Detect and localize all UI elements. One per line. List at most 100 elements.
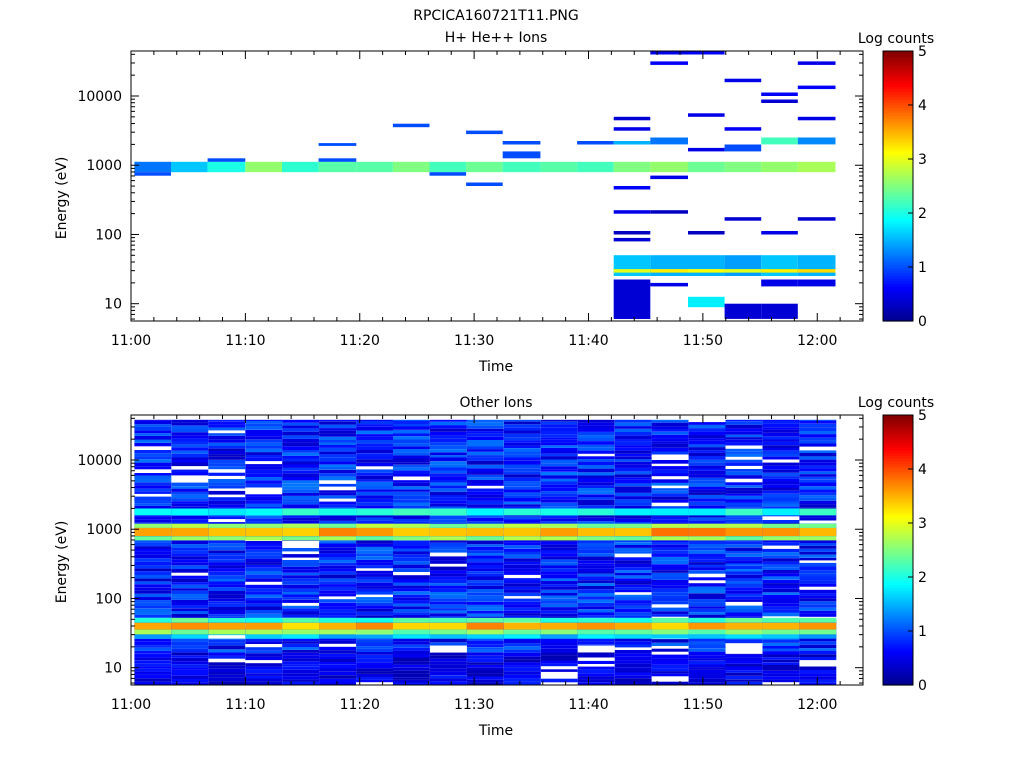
heatmap-cell [171,582,209,585]
heatmap-cell [134,587,172,591]
heatmap-cell [762,588,800,593]
heatmap-cell [393,657,430,662]
intensity-band [762,527,800,537]
heatmap-cell [208,490,246,495]
heatmap-cell [245,483,283,488]
heatmap-cell [245,541,283,544]
intensity-band [208,536,246,541]
heatmap-cell [577,447,615,451]
heatmap-cell [725,419,763,422]
heatmap-cell [799,504,837,508]
colorbar-swatch [883,474,913,478]
heatmap-cell [540,515,578,519]
x-tick-label: 12:00 [797,333,837,349]
heatmap-cell [688,444,726,448]
heatmap-cell [540,607,578,611]
heatmap-cell [208,546,246,551]
heatmap-cell [762,609,800,613]
heatmap-cell [688,638,726,642]
heatmap-cell [393,548,430,552]
heatmap-cell [762,612,800,617]
heatmap-cell [651,582,689,586]
heatmap-cell [614,678,652,682]
heatmap-cell [171,588,209,591]
heatmap-cell [540,439,578,443]
colorbar-swatch [883,226,913,230]
heatmap-cell [393,673,430,678]
colorbar-swatch [883,223,913,228]
heatmap-cell [651,668,689,672]
intensity-band [245,622,283,630]
heatmap-cell [799,500,837,505]
heatmap-cell [466,479,504,483]
colorbar-swatch [883,587,913,592]
heatmap-cell [762,667,800,671]
heatmap-cell [466,428,504,432]
heatmap-cell [502,151,541,159]
heatmap-cell [651,506,689,510]
heatmap-cell [688,570,726,574]
intensity-band [171,629,209,635]
heatmap-cell [134,678,172,682]
heatmap-cell [134,439,172,443]
heatmap-cell [503,551,541,555]
heatmap-cell [319,430,356,434]
heatmap-cell [134,641,172,646]
heatmap-cell [651,585,689,589]
heatmap-cell [725,574,763,579]
heatmap-cell [356,485,393,490]
heatmap-cell [651,553,689,557]
heatmap-cell [245,543,283,547]
heatmap-cell [282,477,320,481]
heatmap-cell [688,489,726,493]
heatmap-cell [134,462,172,467]
heatmap-cell [797,269,836,273]
heatmap-cell [245,552,283,556]
heatmap-cell [282,422,320,426]
heatmap-cell [725,517,763,520]
heatmap-cell [356,582,393,587]
intensity-band [356,536,393,541]
heatmap-cell [799,420,837,424]
heatmap-cell [762,601,800,604]
heatmap-cell [614,486,652,490]
colorbar-swatch [883,191,913,195]
heatmap-cell [171,491,209,495]
heatmap-cell [761,231,798,235]
heatmap-cell [208,446,246,449]
heatmap-cell [613,279,651,319]
heatmap-cell [134,611,172,615]
heatmap-cell [171,569,209,573]
heatmap-cell [208,522,246,526]
heatmap-cell [577,515,615,518]
heatmap-cell [319,518,356,521]
heatmap-cell [799,598,837,602]
heatmap-cell [319,541,356,544]
heatmap-cell [171,661,209,665]
heatmap-cell [577,565,615,569]
heatmap-cell [430,480,467,483]
heatmap-cell [614,428,652,432]
heatmap-cell [319,433,356,437]
heatmap-cell [208,482,246,486]
heatmap-cell [725,547,763,551]
heatmap-cell [725,666,763,671]
colorbar-swatch [883,417,913,421]
colorbar-tick-label: 1 [918,260,927,276]
colorbar-swatch [883,479,913,484]
heatmap-cell [651,654,689,659]
heatmap-cell [356,553,393,556]
heatmap-cell [171,672,209,676]
heatmap-cell [319,442,356,445]
heatmap-cell [799,593,837,596]
heatmap-cell [614,542,652,545]
heatmap-cell [430,661,467,665]
heatmap-cell [393,546,430,549]
heatmap-cell [540,589,578,593]
heatmap-cell [651,592,689,596]
heatmap-cell [282,467,320,471]
heatmap-cell [356,502,393,506]
axes: 11:00 11:10 11:20 11:30 11:40 11:50 12:0010100… [77,50,864,349]
